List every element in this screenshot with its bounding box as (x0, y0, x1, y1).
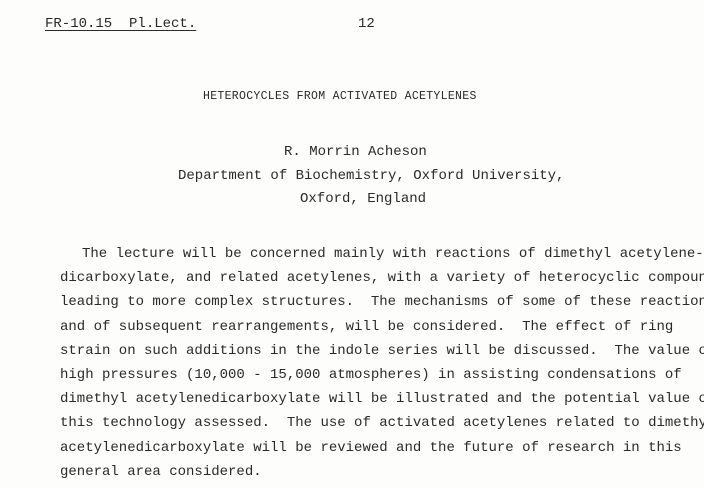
abstract-line: general area considered. (60, 463, 262, 480)
abstract-line: dimethyl acetylenedicarboxylate will be … (60, 391, 704, 408)
lecture-title: HETEROCYCLES FROM ACTIVATED ACETYLENES (203, 90, 477, 103)
page-number: 12 (358, 16, 375, 32)
document-reference: FR-10.15 Pl.Lect. (45, 16, 197, 32)
abstract-line: and of subsequent rearrangements, will b… (60, 318, 674, 335)
abstract-line: The lecture will be concerned mainly wit… (82, 246, 704, 262)
abstract-line: acetylenedicarboxylate will be reviewed … (60, 439, 682, 456)
abstract-line: this technology assessed. The use of act… (60, 415, 704, 432)
author-location: Oxford, England (300, 191, 427, 207)
abstract-line: leading to more complex structures. The … (60, 294, 704, 311)
abstract-paragraph: The lecture will be concerned mainly wit… (60, 242, 704, 484)
abstract-line: strain on such additions in the indole s… (60, 342, 704, 359)
abstract-line: dicarboxylate, and related acetylenes, w… (60, 270, 704, 287)
abstract-line: high pressures (10,000 - 15,000 atmosphe… (60, 367, 682, 384)
author-name: R. Morrin Acheson (284, 144, 427, 160)
author-department: Department of Biochemistry, Oxford Unive… (178, 168, 565, 184)
